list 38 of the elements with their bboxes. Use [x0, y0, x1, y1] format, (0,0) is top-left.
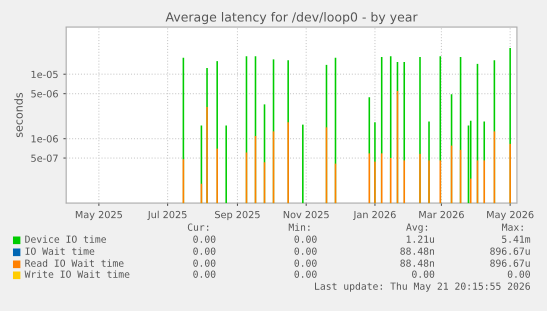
text: 0.00: [294, 270, 317, 278]
text: 88.48n: [400, 247, 434, 255]
text: Max:: [502, 224, 523, 231]
text: 0.00: [412, 270, 434, 278]
legend-label: Device IO time: [25, 235, 106, 243]
text: Min:: [288, 223, 310, 231]
legend-label: IO Wait time: [26, 247, 94, 255]
legend-label: Write IO Wait time: [24, 270, 130, 278]
text: 0.00: [193, 235, 216, 243]
legend-label: Read IO Wait time: [25, 259, 124, 267]
y-tick-label: 1e-06: [32, 135, 58, 142]
x-tick-label: Sep 2025: [215, 210, 260, 220]
y-axis-title: seconds: [14, 92, 23, 138]
text: 1.21u: [406, 235, 434, 243]
y-tick-label: 5e-06: [31, 90, 58, 98]
x-tick-label: May 2025: [76, 210, 122, 220]
text: 0.00: [508, 270, 530, 278]
text: 0.00: [294, 259, 317, 267]
text: Avg:: [406, 224, 428, 233]
text: 5.41m: [502, 236, 530, 243]
text: 0.00: [294, 247, 317, 255]
text: Last update: Thu May 21 20:15:55 2026: [315, 282, 530, 292]
text: Cur:: [188, 223, 208, 231]
text: 0.00: [193, 247, 216, 255]
chart-title: Average latency for /dev/loop0 - by year: [166, 12, 418, 24]
text: 0.00: [294, 235, 317, 243]
text: 896.67u: [490, 247, 530, 255]
text: 896.67u: [490, 259, 530, 267]
x-tick-label: Nov 2025: [284, 210, 329, 218]
x-tick-label: Mar 2026: [419, 210, 464, 218]
y-tick-label: 1e-05: [32, 70, 58, 78]
x-tick-label: Jan 2026: [353, 210, 396, 220]
text: 88.48n: [400, 259, 434, 267]
text: 0.00: [193, 259, 216, 267]
text: 0.00: [193, 270, 216, 278]
x-tick-label: May 2026: [487, 210, 534, 220]
y-tick-label: 5e-07: [31, 154, 58, 162]
x-tick-label: Jul 2025: [147, 210, 187, 220]
